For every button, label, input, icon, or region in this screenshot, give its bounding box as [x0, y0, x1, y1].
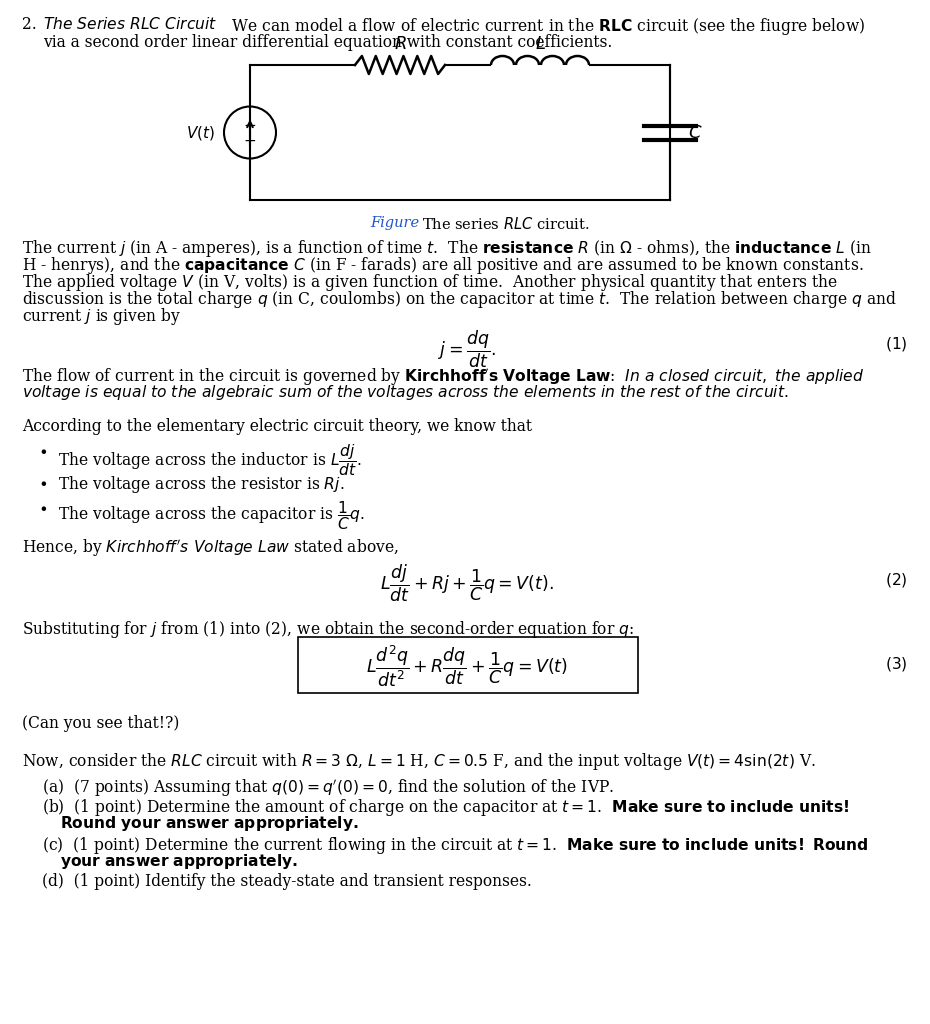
Text: $j = \dfrac{dq}{dt}.$: $j = \dfrac{dq}{dt}.$ [438, 329, 496, 371]
Text: $V(t)$: $V(t)$ [186, 124, 215, 141]
Text: The voltage across the resistor is $Rj.$: The voltage across the resistor is $Rj.$ [58, 474, 344, 495]
Text: The applied voltage $V$ (in V, volts) is a given function of time.  Another phys: The applied voltage $V$ (in V, volts) is… [22, 272, 838, 293]
Text: $C$: $C$ [688, 124, 702, 141]
Text: H - henrys), and the $\mathbf{capacitance}$ $C$ (in F - farads) are all positive: H - henrys), and the $\mathbf{capacitanc… [22, 255, 864, 276]
Text: The series $\mathit{RLC}$ circuit.: The series $\mathit{RLC}$ circuit. [422, 216, 590, 232]
Text: The current $j$ (in A - amperes), is a function of time $t$.  The $\mathbf{resis: The current $j$ (in A - amperes), is a f… [22, 238, 871, 259]
Text: $L\dfrac{dj}{dt} + Rj + \dfrac{1}{C}q = V(t).$: $L\dfrac{dj}{dt} + Rj + \dfrac{1}{C}q = … [380, 563, 554, 604]
Text: 2.: 2. [22, 16, 37, 33]
Text: The voltage across the inductor is $L\dfrac{dj}{dt}.$: The voltage across the inductor is $L\df… [58, 442, 362, 478]
Text: $\mathit{voltage\ is\ equal\ to\ the\ algebraic\ sum\ of\ the\ voltages\ across\: $\mathit{voltage\ is\ equal\ to\ the\ al… [22, 383, 789, 402]
Text: $\mathbf{Round\ your\ answer\ appropriately.}$: $\mathbf{Round\ your\ answer\ appropriat… [60, 814, 359, 833]
Text: (b)  (1 point) Determine the amount of charge on the capacitor at $t = 1$.  $\ma: (b) (1 point) Determine the amount of ch… [42, 797, 849, 818]
Text: discussion is the total charge $q$ (in C, coulombs) on the capacitor at time $t$: discussion is the total charge $q$ (in C… [22, 289, 897, 310]
Text: $(1)$: $(1)$ [885, 335, 908, 353]
Text: via a second order linear differential equation with constant coefficients.: via a second order linear differential e… [43, 34, 612, 51]
Text: $\bullet$: $\bullet$ [38, 499, 47, 516]
Text: $(2)$: $(2)$ [885, 571, 908, 589]
Text: The voltage across the capacitor is $\dfrac{1}{C}q.$: The voltage across the capacitor is $\df… [58, 499, 365, 531]
Text: We can model a flow of electric current in the $\mathbf{RLC}$ circuit (see the f: We can model a flow of electric current … [222, 16, 865, 37]
Text: $+$: $+$ [244, 134, 257, 148]
Text: (a)  (7 points) Assuming that $q(0) = q'(0) = 0$, find the solution of the IVP.: (a) (7 points) Assuming that $q(0) = q'(… [42, 777, 614, 798]
Text: $R$: $R$ [393, 35, 406, 53]
Text: $L$: $L$ [535, 35, 546, 53]
Text: $L\dfrac{d^2q}{dt^2} + R\dfrac{dq}{dt} + \dfrac{1}{C}q = V(t)$: $L\dfrac{d^2q}{dt^2} + R\dfrac{dq}{dt} +… [366, 643, 568, 688]
Bar [298, 637, 638, 693]
Text: The flow of current in the circuit is governed by $\mathbf{Kirchhoff's\ Voltage\: The flow of current in the circuit is go… [22, 366, 864, 387]
Text: (d)  (1 point) Identify the steady-state and transient responses.: (d) (1 point) Identify the steady-state … [42, 873, 532, 890]
Text: According to the elementary electric circuit theory, we know that: According to the elementary electric cir… [22, 418, 532, 435]
Text: $\bullet$: $\bullet$ [38, 474, 47, 490]
Text: $\mathit{The\ Series\ RLC\ Circuit}$: $\mathit{The\ Series\ RLC\ Circuit}$ [43, 16, 218, 33]
Text: (Can you see that!?): (Can you see that!?) [22, 715, 179, 732]
Text: $\bullet$: $\bullet$ [38, 442, 47, 459]
Text: Substituting for $j$ from (1) into (2), we obtain the second-order equation for : Substituting for $j$ from (1) into (2), … [22, 618, 634, 640]
Text: $(3)$: $(3)$ [885, 655, 908, 673]
Text: (c)  (1 point) Determine the current flowing in the circuit at $t = 1$.  $\mathb: (c) (1 point) Determine the current flow… [42, 835, 869, 856]
Text: Now, consider the $\mathit{RLC}$ circuit with $R = 3\ \Omega$, $L = 1$ H, $C = 0: Now, consider the $\mathit{RLC}$ circuit… [22, 751, 816, 772]
Text: Figure: Figure [370, 216, 419, 230]
Text: Hence, by $\mathit{Kirchhoff's\ Voltage\ Law}$ stated above,: Hence, by $\mathit{Kirchhoff's\ Voltage\… [22, 537, 399, 558]
Text: current $j$ is given by: current $j$ is given by [22, 306, 181, 327]
Text: $\mathbf{your\ answer\ appropriately.}$: $\mathbf{your\ answer\ appropriately.}$ [60, 852, 298, 871]
Text: $-$: $-$ [244, 118, 257, 131]
